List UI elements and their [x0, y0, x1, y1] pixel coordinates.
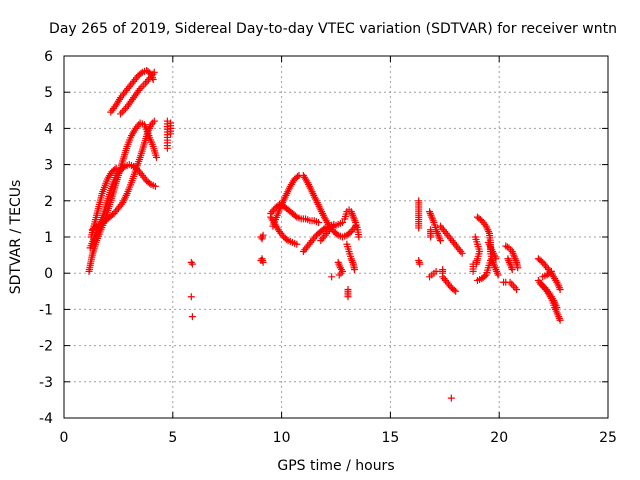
y-axis-label: SDTVAR / TECUs — [8, 180, 24, 295]
data-point — [436, 237, 444, 245]
data-point — [511, 284, 519, 292]
data-point — [505, 244, 513, 252]
x-tick-label: 5 — [168, 430, 177, 446]
data-point — [137, 69, 145, 77]
x-tick-label: 0 — [60, 430, 69, 446]
data-point — [469, 267, 477, 275]
data-point — [328, 273, 336, 281]
y-tick-label: 3 — [44, 158, 53, 174]
data-point — [188, 260, 196, 268]
grid-lines — [64, 56, 608, 418]
data-point — [140, 81, 148, 89]
data-point — [486, 257, 494, 265]
data-points — [85, 66, 564, 402]
y-tick-label: -3 — [39, 375, 53, 391]
data-point — [508, 266, 516, 274]
y-tick-label: 1 — [44, 230, 53, 246]
data-point — [117, 110, 125, 118]
data-point — [492, 255, 500, 263]
data-point — [556, 316, 564, 324]
data-point — [187, 258, 195, 266]
data-point — [350, 266, 358, 274]
data-point — [119, 164, 127, 172]
chart-title: Day 265 of 2019, Sidereal Day-to-day VTE… — [49, 21, 617, 37]
data-point — [188, 313, 196, 321]
data-point — [320, 225, 328, 233]
data-point — [257, 257, 265, 265]
data-point — [472, 260, 480, 268]
data-point — [452, 287, 460, 295]
data-point — [502, 278, 510, 286]
y-tick-label: -1 — [39, 302, 53, 318]
data-point — [416, 260, 424, 268]
data-point — [509, 282, 517, 290]
data-point — [112, 164, 120, 172]
data-point — [152, 153, 160, 161]
data-point — [291, 212, 299, 220]
y-tick-label: 4 — [44, 121, 53, 137]
data-point — [447, 394, 455, 402]
data-point — [146, 179, 154, 187]
data-point — [293, 240, 301, 248]
y-tick-label: 5 — [44, 85, 53, 101]
data-point — [481, 272, 489, 280]
data-point — [494, 271, 502, 279]
data-point — [432, 267, 440, 275]
data-point — [439, 269, 447, 277]
data-point — [427, 233, 435, 241]
data-point — [118, 108, 126, 116]
data-point — [167, 130, 175, 138]
data-point — [283, 235, 291, 243]
data-point — [294, 173, 302, 181]
data-point — [553, 304, 561, 312]
data-point — [547, 267, 555, 275]
data-point — [339, 219, 347, 227]
x-tick-label: 10 — [273, 430, 291, 446]
data-point — [415, 224, 423, 232]
data-point — [508, 280, 516, 288]
data-point — [513, 285, 521, 293]
data-point — [120, 106, 128, 114]
data-point — [111, 165, 119, 173]
data-point — [150, 117, 158, 125]
data-point — [337, 269, 345, 277]
x-tick-label: 25 — [599, 430, 617, 446]
data-point — [450, 286, 458, 294]
data-point — [335, 271, 343, 279]
x-tick-label: 15 — [381, 430, 399, 446]
data-point — [315, 219, 323, 227]
data-point — [328, 223, 336, 231]
y-tick-label: -2 — [39, 339, 53, 355]
data-point — [259, 231, 267, 239]
y-tick-label: 6 — [44, 49, 53, 65]
x-tick-label: 20 — [490, 430, 508, 446]
y-tick-label: 0 — [44, 266, 53, 282]
y-tick-label: -4 — [39, 411, 53, 427]
x-axis-label: GPS time / hours — [277, 458, 394, 474]
y-axis-ticks: -4 -3 -2 -1 0 1 2 3 4 5 6 — [39, 49, 608, 427]
data-point — [502, 242, 510, 250]
data-point — [349, 258, 357, 266]
data-point — [355, 233, 363, 241]
data-point — [556, 285, 564, 293]
data-point — [163, 144, 171, 152]
data-point — [344, 293, 352, 301]
data-point — [458, 249, 466, 257]
data-point — [150, 68, 158, 76]
x-axis-ticks: 0 5 10 15 20 25 — [60, 56, 617, 446]
data-point — [348, 257, 356, 265]
data-point — [333, 230, 341, 238]
y-tick-label: 2 — [44, 194, 53, 210]
data-point — [151, 182, 159, 190]
data-point — [514, 264, 522, 272]
data-point — [138, 83, 146, 91]
data-point — [546, 269, 554, 277]
data-point — [187, 293, 195, 301]
